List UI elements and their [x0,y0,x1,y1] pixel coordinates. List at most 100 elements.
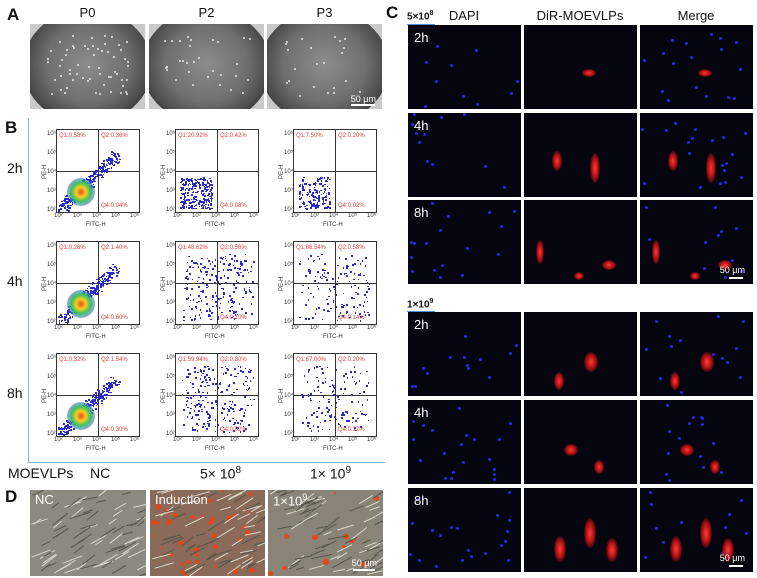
flow-event-dot [101,402,104,405]
flow-event-dot [94,395,97,398]
flow-event-dot [342,306,345,308]
flow-event-dot [210,318,213,321]
flow-event-dot [326,366,329,369]
x-tick-label: 10³ [73,325,82,331]
flow-event-dot [191,181,194,184]
flow-event-dot [229,306,232,309]
x-tick-label: 10⁴ [211,213,221,219]
flow-event-dot [309,191,312,193]
nucleus [410,122,414,126]
flow-event-dot [90,401,92,403]
flow-event-dot [363,391,365,393]
flow-event-dot [186,416,189,419]
flow-event-dot [219,391,222,394]
flow-event-dot [314,196,316,198]
lipid-droplet [160,547,163,550]
flow-event-dot [196,403,198,406]
x-tick-label: 10⁶ [130,213,140,219]
nucleus [703,266,707,270]
flow-event-dot [328,428,331,431]
flow-event-dot [328,193,330,196]
flow-event-dot [102,391,104,393]
flow-event-dot [194,200,197,203]
flow-event-dot [180,192,183,195]
flow-event-dot [108,388,111,390]
flow-event-dot [92,400,95,403]
flow-event-dot [198,182,200,184]
flow-event-dot [325,199,328,201]
stain-label-1e9: 1×109 [273,492,308,509]
flow-event-dot [206,179,209,182]
flow-event-dot [212,282,214,285]
nucleus [419,459,423,463]
flow-event-dot [366,300,369,303]
fibroblast-streak [71,539,86,549]
flow-event-dot [328,398,330,401]
flow-event-dot [343,426,346,428]
flow-event-dot [222,268,225,271]
nucleus [692,416,696,420]
flow-event-dot [317,288,320,290]
flow-event-dot [352,264,354,266]
flow-event-dot [355,382,358,384]
flow-event-dot [185,404,188,406]
nucleus [449,355,453,359]
dir-signal [554,372,564,390]
flow-event-dot [248,386,251,389]
flow-event-dot [183,198,186,201]
flow-event-dot [185,389,188,392]
flow-event-dot [97,282,99,284]
flow-event-dot [71,315,74,318]
y-tick-label: 10³ [284,188,293,194]
flow-event-dot [322,382,324,384]
flow-event-dot [325,180,327,182]
flow-event-dot [315,182,318,185]
flow-event-dot [207,365,209,368]
flow-event-dot [184,202,187,204]
flow-event-dot [239,431,242,433]
flow-event-dot [102,280,105,282]
flow-event-dot [316,201,319,204]
flow-event-dot [351,255,354,257]
x-axis-label: FITC-H [86,334,106,340]
dir-signal [552,151,562,171]
flow-event-dot [196,413,199,416]
flow-event-dot [93,178,95,180]
cell-speck [179,59,182,62]
cell-speck [216,40,219,43]
flow-event-dot [199,184,202,187]
flow-event-dot [345,257,347,260]
fibroblast-streak [336,524,354,531]
flow-event-dot [185,400,188,403]
flow-event-dot [310,194,313,197]
flow-event-dot [316,190,318,192]
flow-event-dot [240,419,243,422]
flow-event-dot [328,310,331,313]
flow-event-dot [93,171,95,173]
flow-event-dot [58,426,60,429]
flow-event-dot [302,201,305,203]
flow-event-dot [197,295,200,297]
flow-event-dot [321,318,324,321]
flow-event-dot [102,283,105,285]
flow-event-dot [247,404,249,407]
flow-event-dot [221,258,224,260]
flow-event-dot [223,275,226,277]
panel-c-header-merge: Merge [677,8,715,23]
cell-speck [166,66,169,69]
y-tick-label: 10⁵ [284,374,294,380]
nucleus [712,353,716,357]
culture-image-p2 [149,24,264,109]
flow-event-dot [345,372,348,375]
x-tick-label: 10⁴ [211,437,221,443]
flow-event-dot [248,371,250,373]
cell-speck [71,35,74,38]
flow-event-dot [209,197,212,200]
nucleus [418,140,422,144]
flow-event-dot [211,402,214,404]
flow-event-dot [207,198,210,200]
nucleus [744,532,748,536]
flow-event-dot [102,275,104,277]
y-tick-label: 10² [284,207,293,213]
y-tick-label: 10⁵ [284,262,294,268]
